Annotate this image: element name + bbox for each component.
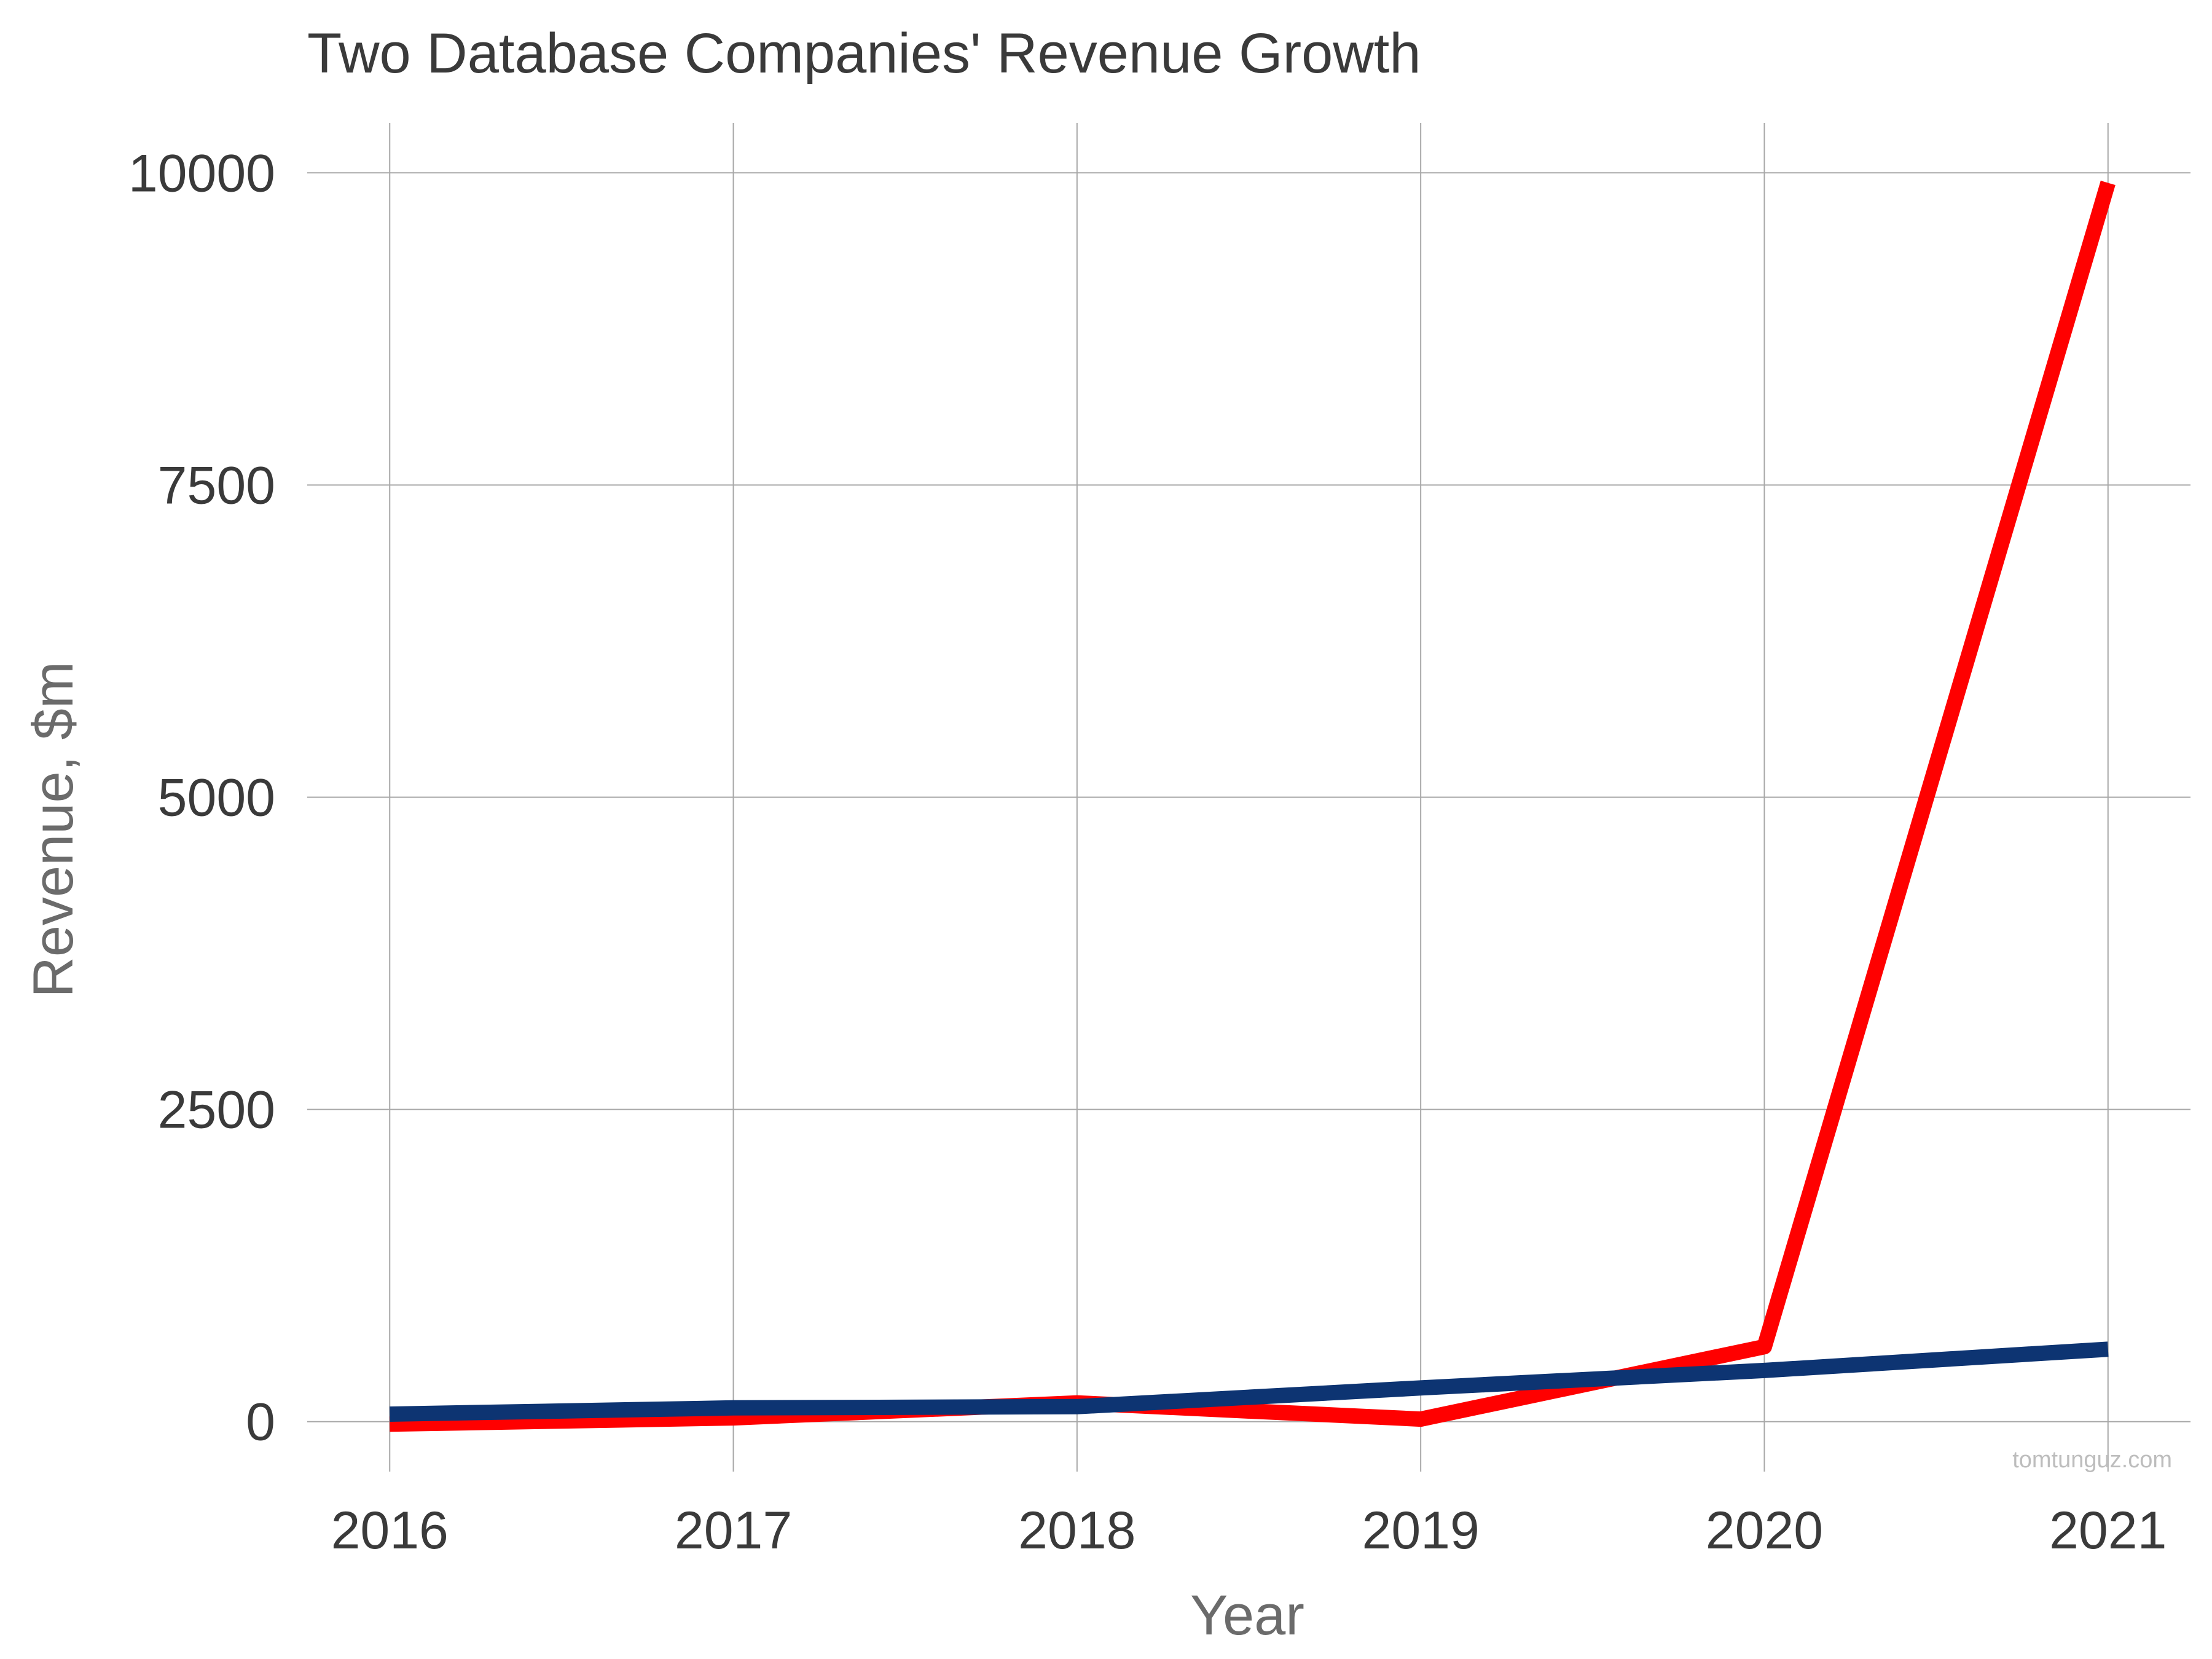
watermark: tomtunguz.com xyxy=(2012,1447,2172,1473)
series-lines xyxy=(389,181,2116,1432)
y-tick-label: 10000 xyxy=(128,144,275,203)
y-gridlines xyxy=(307,172,2190,1422)
x-tick-label: 2017 xyxy=(675,1501,792,1560)
x-axis-label: Year xyxy=(1190,1584,1304,1647)
series-line-1 xyxy=(389,181,2116,1432)
x-tick-label: 2020 xyxy=(1706,1501,1823,1560)
chart-title: Two Database Companies' Revenue Growth xyxy=(307,22,1421,85)
x-tick-label: 2016 xyxy=(331,1501,449,1560)
y-tick-label: 2500 xyxy=(158,1081,275,1140)
series-line-2 xyxy=(389,1341,2109,1422)
x-tick-label: 2019 xyxy=(1362,1501,1479,1560)
y-tick-label: 0 xyxy=(246,1393,275,1452)
y-tick-label: 5000 xyxy=(158,769,275,828)
y-axis-label: Revenue, $m xyxy=(22,661,85,997)
y-tick-label: 7500 xyxy=(158,456,275,515)
x-tick-labels: 2016 2017 2018 2019 2020 2021 xyxy=(331,1501,2167,1560)
x-tick-label: 2018 xyxy=(1018,1501,1135,1560)
x-tick-label: 2021 xyxy=(2049,1501,2167,1560)
y-tick-labels: 0 2500 5000 7500 10000 xyxy=(128,144,275,1451)
